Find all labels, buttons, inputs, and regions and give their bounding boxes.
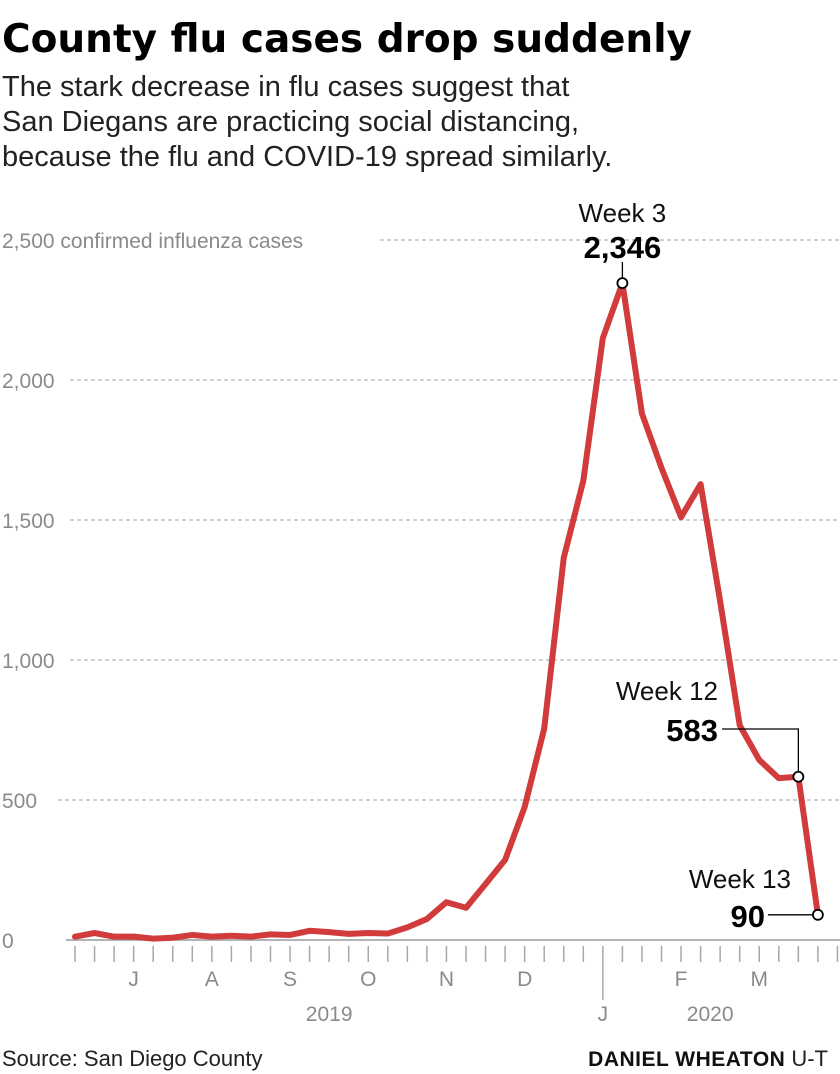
y-tick-label: 500	[2, 790, 37, 813]
month-label: O	[360, 968, 376, 991]
gridlines	[58, 239, 840, 801]
annotation-week3-label: Week 3	[579, 198, 667, 228]
credit: DANIEL WHEATON U-T	[588, 1046, 828, 1071]
credit-org: U-T	[791, 1046, 828, 1071]
month-label: F	[675, 968, 688, 991]
month-label: M	[751, 968, 769, 991]
annotation-week12-label: Week 12	[616, 676, 718, 706]
month-label: J	[128, 968, 139, 991]
flu-cases-line	[72, 280, 821, 942]
y-tick-label: 0	[2, 930, 14, 953]
y-tick-label: 1,500	[2, 510, 55, 533]
source-note: Source: San Diego County	[2, 1046, 263, 1071]
subtitle-line-1: The stark decrease in flu cases suggest …	[2, 71, 569, 103]
y-tick-label: 2,500 confirmed influenza cases	[2, 230, 303, 253]
y-axis-labels: 0 500 1,000 1,500 2,000 2,500 confirmed influ…	[2, 230, 303, 953]
annotation-week3-value: 2,346	[584, 230, 662, 265]
month-label: S	[283, 968, 297, 991]
annotation-week12-value: 583	[666, 713, 718, 748]
y-tick-label: 1,000	[2, 650, 55, 673]
subtitle-line-2: San Diegans are practicing social distan…	[2, 106, 579, 138]
x-axis-ticks	[74, 946, 839, 1000]
annotations: Week 32,346 Week 12 583 Week 13 90	[579, 198, 824, 934]
month-label: J	[598, 1003, 609, 1026]
annotation-week13-value: 90	[731, 899, 765, 934]
subtitle-line-3: because the flu and COVID-19 spread simi…	[2, 141, 612, 173]
annotation-leader	[722, 728, 799, 777]
data-point-marker	[616, 277, 629, 290]
y-tick-label: 2,000	[2, 370, 55, 393]
month-label: A	[205, 968, 219, 991]
data-point-marker	[792, 770, 805, 783]
year-label: 2020	[687, 1003, 734, 1026]
credit-name: DANIEL WHEATON	[588, 1048, 785, 1071]
month-label: D	[517, 968, 532, 991]
annotation-week13-label: Week 13	[689, 864, 791, 894]
data-point-marker	[812, 908, 824, 921]
chart-title: County flu cases drop suddenly	[2, 17, 692, 62]
year-label: 2019	[306, 1003, 353, 1026]
month-label: N	[439, 968, 454, 991]
x-axis-labels: J A S O N D J F M 2019 2020	[128, 968, 768, 1026]
